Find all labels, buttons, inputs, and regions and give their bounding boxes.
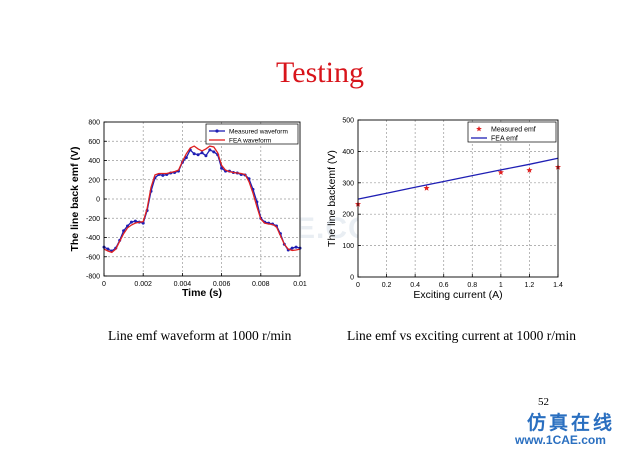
x-tick-label: 0.002 xyxy=(134,281,152,288)
slide-title: Testing xyxy=(276,56,364,89)
data-point xyxy=(212,150,216,154)
legend-entry: Measured emf xyxy=(491,127,536,134)
plot-area xyxy=(358,120,558,277)
x-tick-label: 0 xyxy=(356,282,360,289)
y-axis-label: The line backemf (V) xyxy=(326,150,338,247)
y-tick-label: 600 xyxy=(88,139,100,146)
y-tick-label: -200 xyxy=(86,216,100,223)
data-point xyxy=(161,173,165,177)
caption-waveform: Line emf waveform at 1000 r/min xyxy=(108,328,292,343)
y-tick-label: 200 xyxy=(88,177,100,184)
watermark-url: www.1CAE.com xyxy=(515,433,606,447)
x-tick-label: 0.8 xyxy=(467,282,477,289)
data-point xyxy=(192,152,196,156)
data-point xyxy=(423,184,430,191)
x-tick-label: 1.2 xyxy=(525,282,535,289)
data-point xyxy=(204,154,208,158)
y-tick-label: 0 xyxy=(350,275,354,282)
y-tick-label: -600 xyxy=(86,254,100,261)
x-tick-label: 1.4 xyxy=(553,282,563,289)
legend-marker-dot xyxy=(215,129,219,133)
y-tick-label: 200 xyxy=(342,212,354,219)
plot-frame xyxy=(357,119,559,278)
legend-entry: FEA waveform xyxy=(229,138,271,145)
x-tick-label: 0.004 xyxy=(174,281,192,288)
x-tick-label: 0.01 xyxy=(293,281,307,288)
data-point xyxy=(290,246,294,250)
x-tick-label: 0 xyxy=(102,281,106,288)
x-axis-label: Time (s) xyxy=(182,287,222,299)
emf-waveform-chart: 0 0.002 0.004 0.006 0.008 0.01 800 600 400 200 0 -2… xyxy=(69,120,307,300)
x-tick-label: 0.4 xyxy=(410,282,420,289)
y-tick-label: 400 xyxy=(88,158,100,165)
page-number: 52 xyxy=(538,396,549,408)
plot-frame xyxy=(103,121,301,277)
y-tick-label: 800 xyxy=(88,120,100,127)
x-tick-label: 1 xyxy=(499,282,503,289)
data-point xyxy=(133,219,137,223)
x-tick-label: 0.008 xyxy=(252,281,270,288)
data-point xyxy=(208,148,212,152)
y-tick-label: 400 xyxy=(342,149,354,156)
data-point xyxy=(196,153,200,157)
watermark-chinese: 仿真在线 xyxy=(527,412,616,434)
legend-entry: FEA emf xyxy=(491,136,518,143)
y-tick-label: 100 xyxy=(342,243,354,250)
data-point xyxy=(129,220,133,224)
data-point xyxy=(497,169,504,175)
y-tick-label: 300 xyxy=(342,180,354,187)
y-tick-label: 500 xyxy=(342,118,354,125)
caption-emf-vs-current: Line emf vs exciting current at 1000 r/m… xyxy=(347,328,577,343)
y-tick-label: -400 xyxy=(86,235,100,242)
data-point xyxy=(106,247,110,251)
y-tick-label: -800 xyxy=(86,274,100,281)
series-line-2 xyxy=(357,157,559,200)
data-point xyxy=(220,166,224,170)
emf-vs-current-chart: 0 0.2 0.4 0.6 0.8 1 1.2 1.4 500 400 300 200 100 0 Exci… xyxy=(326,118,563,302)
y-axis-label: The line back emf (V) xyxy=(69,146,81,251)
y-tick-label: 0 xyxy=(96,197,100,204)
legend-box xyxy=(205,123,299,145)
legend-marker xyxy=(476,126,482,132)
data-point xyxy=(200,151,204,155)
series-line-2 xyxy=(103,145,301,254)
legend-entry: Measured waveform xyxy=(229,129,288,136)
x-tick-label: 0.2 xyxy=(382,282,392,289)
x-axis-label: Exciting current (A) xyxy=(413,289,502,301)
x-tick-label: 0.6 xyxy=(439,282,449,289)
legend-box xyxy=(467,121,557,143)
data-point xyxy=(294,245,298,249)
data-point xyxy=(184,156,188,160)
x-tick-label: 0.006 xyxy=(213,281,231,288)
data-point xyxy=(526,167,533,173)
